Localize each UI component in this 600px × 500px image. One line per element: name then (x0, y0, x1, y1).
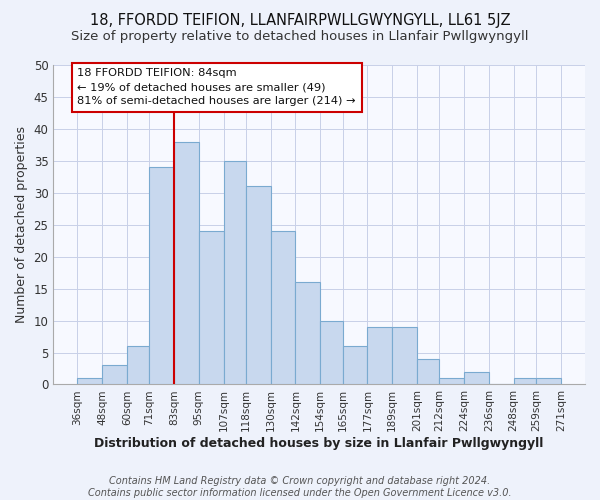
Bar (417, 359, 439, 384)
Bar (246, 186, 271, 384)
Text: 18, FFORDD TEIFION, LLANFAIRPWLLGWYNGYLL, LL61 5JZ: 18, FFORDD TEIFION, LLANFAIRPWLLGWYNGYLL… (89, 12, 511, 28)
Bar (199, 231, 224, 384)
Bar (367, 327, 392, 384)
Bar (295, 282, 320, 384)
Bar (320, 320, 343, 384)
Text: 18 FFORDD TEIFION: 84sqm
← 19% of detached houses are smaller (49)
81% of semi-d: 18 FFORDD TEIFION: 84sqm ← 19% of detach… (77, 68, 356, 106)
Text: Size of property relative to detached houses in Llanfair Pwllgwyngyll: Size of property relative to detached ho… (71, 30, 529, 43)
Bar (127, 346, 149, 385)
Bar (536, 378, 561, 384)
Bar (343, 346, 367, 385)
Bar (174, 142, 199, 384)
Bar (102, 366, 127, 384)
Y-axis label: Number of detached properties: Number of detached properties (15, 126, 28, 323)
Bar (271, 231, 295, 384)
Bar (464, 372, 489, 384)
Bar (439, 378, 464, 384)
Bar (149, 167, 174, 384)
Bar (224, 161, 246, 384)
Bar (514, 378, 536, 384)
Bar (77, 378, 102, 384)
X-axis label: Distribution of detached houses by size in Llanfair Pwllgwyngyll: Distribution of detached houses by size … (94, 437, 544, 450)
Text: Contains HM Land Registry data © Crown copyright and database right 2024.
Contai: Contains HM Land Registry data © Crown c… (88, 476, 512, 498)
Bar (392, 327, 417, 384)
